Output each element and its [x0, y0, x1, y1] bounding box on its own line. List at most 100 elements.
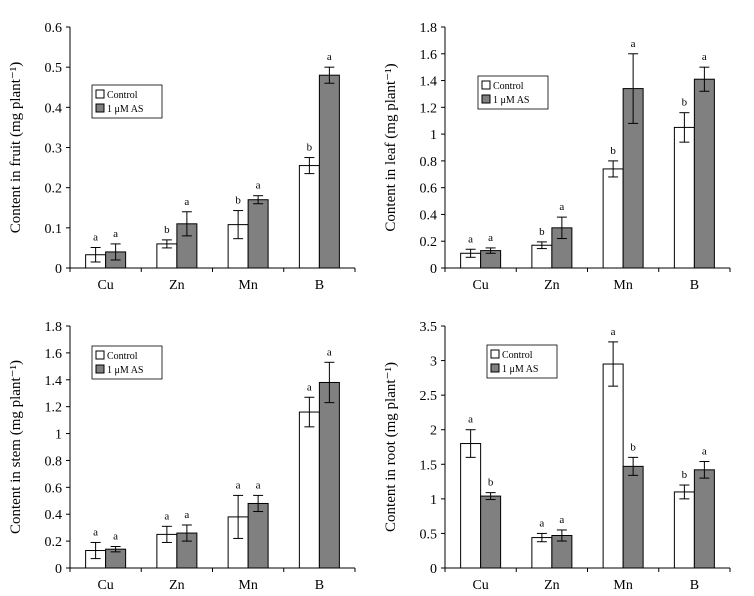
significance-label: b	[630, 441, 636, 453]
y-tick-label: 1	[430, 128, 437, 143]
bar-treated	[318, 74, 340, 269]
legend-label-treated: 1 μM AS	[502, 364, 538, 375]
significance-label: a	[164, 510, 169, 522]
significance-label: a	[488, 232, 493, 244]
y-tick-label: 0.8	[420, 155, 438, 170]
y-tick-label: 0.2	[45, 182, 63, 197]
significance-label: a	[256, 479, 261, 491]
bar-treated	[480, 495, 502, 569]
significance-label: a	[307, 381, 312, 393]
bar-control	[602, 363, 624, 569]
y-tick-label: 0.5	[45, 61, 63, 76]
y-tick-label: 1.4	[420, 75, 438, 90]
y-tick-label: 0.3	[45, 142, 63, 157]
y-tick-label: 0.2	[45, 535, 63, 550]
x-tick-label: Zn	[169, 278, 185, 293]
x-tick-label: B	[315, 278, 324, 293]
y-tick-label: 0.6	[45, 21, 63, 36]
significance-label: b	[235, 195, 241, 207]
y-tick-label: 0.6	[420, 182, 438, 197]
significance-label: a	[468, 233, 473, 245]
y-tick-label: 1	[55, 428, 62, 443]
y-tick-label: 0	[55, 262, 62, 277]
legend-label-control: Control	[493, 81, 524, 92]
y-tick-label: 0.4	[45, 508, 63, 523]
legend-label-control: Control	[107, 351, 138, 362]
significance-label: a	[559, 514, 564, 526]
chart-panel-2: 0 0.2 0.4 0.6 0.8 1 1.2 1.4 1.6 1.8 Content in ste…	[8, 320, 356, 593]
y-axis-label: Content in root (mg plant⁻¹)	[383, 362, 399, 532]
significance-label: a	[184, 509, 189, 521]
legend-swatch-treated	[481, 94, 491, 104]
significance-label: a	[113, 228, 118, 240]
x-tick-label: Mn	[238, 278, 257, 293]
bar-control	[298, 411, 320, 569]
x-tick-label: Zn	[169, 578, 185, 593]
bar-treated	[247, 502, 269, 569]
y-tick-label: 1.5	[420, 458, 438, 473]
y-tick-label: 1.6	[45, 347, 63, 362]
significance-label: a	[327, 346, 332, 358]
legend: Control 1 μM AS	[477, 75, 549, 110]
x-tick-label: Mn	[613, 578, 632, 593]
y-tick-label: 0.8	[45, 454, 63, 469]
bar-control	[460, 443, 482, 569]
x-tick-label: Mn	[238, 578, 257, 593]
y-axis-label: Content in leaf (mg plant⁻¹)	[383, 63, 399, 231]
y-tick-label: 3.5	[420, 320, 438, 335]
legend-label-treated: 1 μM AS	[493, 95, 529, 106]
y-tick-label: 0.6	[45, 481, 63, 496]
significance-label: a	[327, 51, 332, 63]
chart-panel-3: 0 0.5 1 1.5 2 2.5 3 3.5 Content in root (mg plan…	[383, 320, 731, 593]
significance-label: a	[184, 196, 189, 208]
y-tick-label: 1	[430, 493, 437, 508]
significance-label: a	[702, 51, 707, 63]
bar-control	[602, 168, 624, 269]
y-tick-label: 0.4	[420, 208, 438, 223]
legend-swatch-treated	[490, 363, 500, 373]
significance-label: b	[539, 226, 545, 238]
y-tick-label: 0	[430, 262, 437, 277]
legend-label-treated: 1 μM AS	[107, 104, 143, 115]
legend-label-control: Control	[107, 90, 138, 101]
significance-label: b	[488, 477, 494, 489]
x-tick-label: Cu	[97, 578, 113, 593]
legend: Control 1 μM AS	[486, 344, 558, 379]
x-tick-label: Cu	[472, 578, 488, 593]
significance-label: a	[611, 326, 616, 338]
bar-control	[673, 491, 695, 569]
y-tick-label: 1.2	[45, 401, 63, 416]
x-tick-label: B	[315, 578, 324, 593]
chart-panel-0: 0 0.1 0.2 0.3 0.4 0.5 0.6 Content in fruit (mg …	[8, 21, 356, 293]
significance-label: a	[236, 479, 241, 491]
legend-swatch-control	[95, 89, 105, 99]
legend-swatch-control	[95, 350, 105, 360]
y-tick-label: 1.8	[420, 21, 438, 36]
significance-label: a	[539, 517, 544, 529]
legend-swatch-control	[490, 349, 500, 359]
bar-control	[673, 126, 695, 269]
legend: Control 1 μM AS	[91, 345, 163, 380]
significance-label: a	[93, 232, 98, 244]
legend-swatch-treated	[95, 103, 105, 113]
significance-label: a	[702, 446, 707, 458]
y-tick-label: 0.4	[45, 101, 63, 116]
x-tick-label: Zn	[544, 578, 560, 593]
y-tick-label: 0	[430, 562, 437, 577]
y-tick-label: 0.5	[420, 527, 438, 542]
y-tick-label: 0	[55, 562, 62, 577]
significance-label: a	[631, 38, 636, 50]
x-tick-label: Zn	[544, 278, 560, 293]
bar-treated	[622, 465, 644, 569]
legend-swatch-control	[481, 80, 491, 90]
x-tick-label: Cu	[472, 278, 488, 293]
significance-label: a	[93, 526, 98, 538]
legend-label-control: Control	[502, 350, 533, 361]
significance-label: a	[256, 180, 261, 192]
x-tick-label: B	[690, 278, 699, 293]
y-tick-label: 3	[430, 355, 437, 370]
significance-label: b	[164, 224, 170, 236]
significance-label: a	[559, 201, 564, 213]
significance-label: b	[682, 97, 688, 109]
